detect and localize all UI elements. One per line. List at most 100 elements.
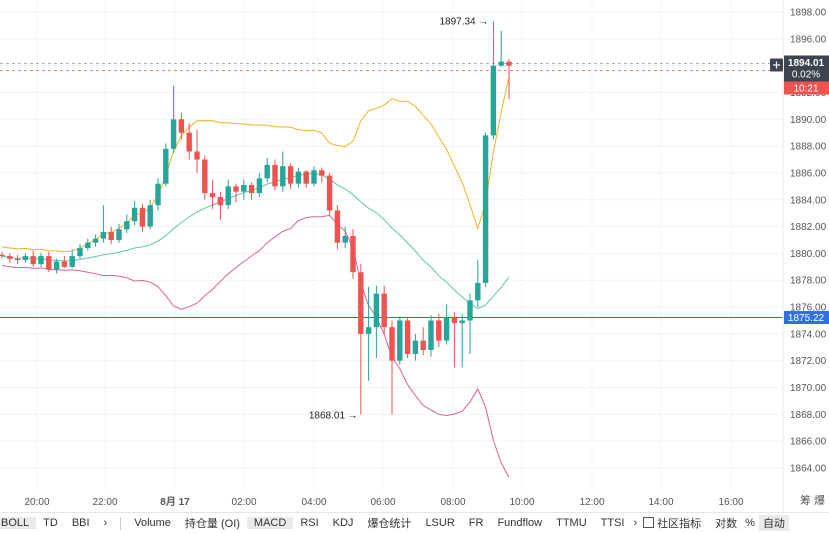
candle-body	[69, 256, 75, 267]
candle-body	[241, 185, 247, 192]
candle-body	[334, 210, 341, 243]
candle-body	[358, 272, 364, 334]
y-tick-label: 1890.00	[790, 115, 827, 126]
candle-body	[311, 170, 317, 184]
x-tick-label: 20:00	[24, 497, 49, 508]
y-tick-label: 1886.00	[790, 168, 827, 179]
candle-body	[256, 178, 263, 194]
candle-body	[420, 340, 426, 350]
candle-body	[272, 164, 278, 187]
price-chart[interactable]: 1898.001896.001894.001892.001890.001888.…	[0, 0, 829, 512]
indicator-toolbar: BOLL TD BBI › Volume 持仓量 (OI) MACD RSI K…	[0, 512, 829, 533]
indicator-kdj[interactable]: KDJ	[332, 517, 354, 529]
candle-body	[53, 261, 60, 270]
candle-body	[381, 293, 387, 328]
indicator-macd[interactable]: MACD	[246, 517, 294, 529]
chevron-right-icon[interactable]: ›	[633, 517, 638, 529]
candle-body	[319, 170, 325, 176]
y-tick-label: 1876.00	[790, 303, 827, 314]
y-tick-label: 1878.00	[790, 276, 827, 287]
auto-scale-toggle[interactable]: 自动	[758, 515, 789, 531]
candle-body	[124, 221, 130, 230]
candle-body	[0, 254, 5, 257]
candle-body	[303, 171, 309, 184]
divider	[120, 516, 122, 530]
y-tick-label: 1864.00	[790, 464, 827, 475]
candle-body	[209, 193, 216, 198]
candle-body	[170, 119, 177, 149]
candle-body	[139, 207, 146, 227]
indicator-oi[interactable]: 持仓量 (OI)	[184, 518, 240, 530]
candle-body	[194, 151, 200, 160]
y-tick-label: 1868.00	[790, 410, 827, 421]
candle-body	[147, 205, 153, 227]
candle-body	[155, 183, 161, 206]
indicator-ttsi[interactable]: TTSI	[600, 517, 625, 529]
indicator-ttmu[interactable]: TTMU	[556, 517, 587, 529]
candle-body	[342, 235, 348, 243]
bollinger-bands	[0, 63, 783, 478]
percent-scale-toggle[interactable]: %	[745, 517, 755, 529]
candle-body	[77, 248, 83, 257]
candle-body	[404, 320, 411, 354]
candle-body	[498, 61, 504, 66]
x-tick-label: 22:00	[92, 497, 117, 508]
candle-body	[365, 327, 372, 334]
y-tick-label: 1882.00	[790, 222, 827, 233]
community-indicators-button[interactable]: 社区指标	[639, 515, 705, 531]
indicator-bbi[interactable]: BBI	[71, 517, 90, 529]
y-tick-label: 1884.00	[790, 195, 827, 206]
candle-body	[116, 229, 122, 240]
indicator-boll[interactable]: BOLL	[0, 517, 37, 529]
y-tick-label: 1880.00	[790, 249, 827, 260]
candle-body	[202, 159, 208, 194]
candle-body	[467, 300, 473, 321]
indicator-volume[interactable]: Volume	[134, 517, 171, 529]
candle-body	[30, 256, 36, 265]
candlesticks	[0, 21, 512, 415]
candle-body	[61, 261, 68, 267]
indicator-liquidation[interactable]: 爆仓统计	[367, 518, 412, 530]
candle-body	[178, 119, 185, 133]
candle-body	[326, 175, 333, 211]
candle-body	[264, 164, 270, 179]
chevron-right-icon[interactable]: ›	[103, 517, 108, 529]
candle-body	[490, 65, 497, 136]
candle-body	[108, 231, 114, 240]
indicator-lsur[interactable]: LSUR	[425, 517, 455, 529]
candle-body	[451, 317, 458, 324]
right-top-chars: 筹 爆	[800, 493, 825, 507]
candle-body	[287, 166, 294, 184]
x-tick-label: 16:00	[718, 497, 743, 508]
candle-body	[412, 340, 419, 354]
indicator-fundflow[interactable]: Fundflow	[497, 517, 543, 529]
candle-body	[428, 320, 434, 350]
candle-body	[92, 238, 99, 243]
community-label: 社区指标	[657, 518, 702, 530]
y-tick-label: 1866.00	[790, 437, 827, 448]
x-tick-label: 04:00	[301, 497, 326, 508]
y-tick-label: 1888.00	[790, 142, 827, 153]
max-price-annotation: 1897.34 →	[439, 16, 488, 27]
min-price-annotation: 1868.01 →	[309, 410, 358, 421]
indicator-td[interactable]: TD	[43, 517, 58, 529]
x-tick-label: 08:00	[440, 497, 465, 508]
candle-body	[350, 235, 356, 273]
candle-body	[506, 61, 512, 66]
candle-body	[22, 256, 29, 261]
indicator-fr[interactable]: FR	[468, 517, 484, 529]
candle-body	[248, 185, 255, 194]
candle-body	[100, 231, 107, 239]
candle-body	[7, 256, 13, 259]
candle-body	[397, 320, 403, 361]
y-tick-label: 1874.00	[790, 329, 827, 340]
y-tick-label: 1872.00	[790, 356, 827, 367]
candle-body	[389, 327, 395, 361]
current-price-label: 1894.01	[788, 58, 825, 69]
x-tick-label: 06:00	[370, 497, 395, 508]
y-tick-label: 1870.00	[790, 383, 827, 394]
indicator-rsi[interactable]: RSI	[300, 517, 319, 529]
blue-line-box	[784, 311, 829, 325]
candle-body	[85, 242, 91, 249]
log-scale-toggle[interactable]: 对数	[715, 518, 738, 530]
